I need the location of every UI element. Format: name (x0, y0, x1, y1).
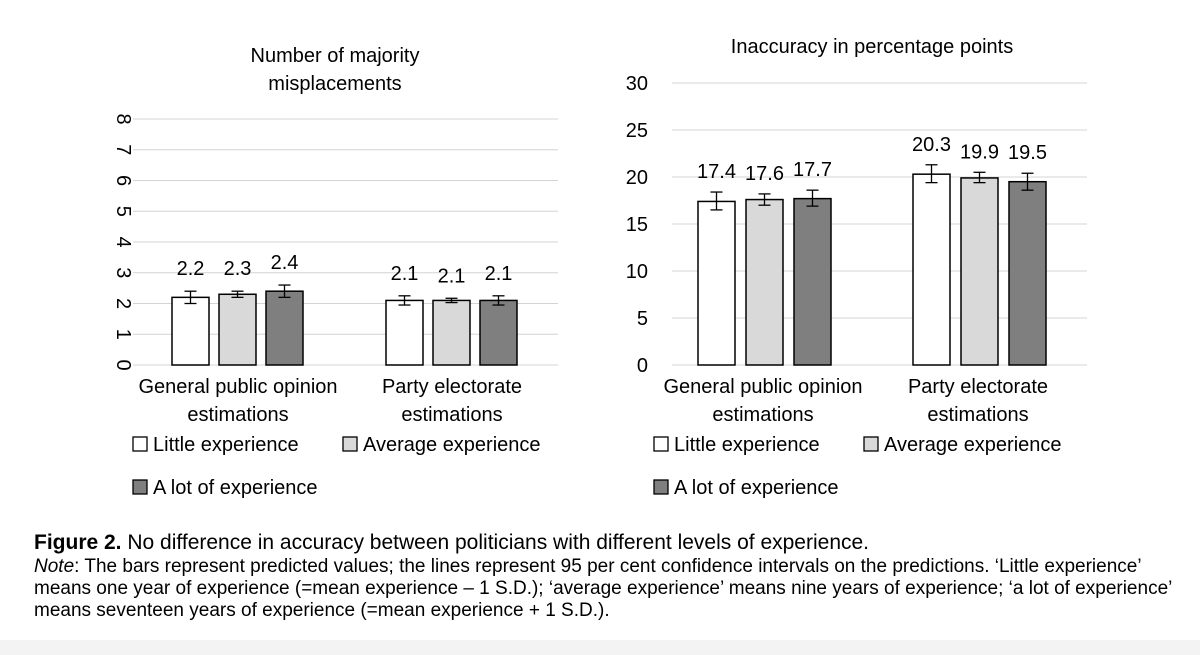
y-tick-label: 6 (112, 175, 134, 186)
bar (697, 200, 736, 366)
y-tick-label: 0 (637, 355, 648, 377)
bar (385, 299, 424, 366)
data-label: 17.7 (793, 159, 832, 181)
y-tick-label: 7 (112, 144, 134, 155)
data-label: 20.3 (912, 134, 951, 156)
data-label: 2.1 (438, 265, 466, 287)
figure-caption: Figure 2. No difference in accuracy betw… (34, 530, 1184, 622)
bar (171, 296, 210, 366)
y-tick-label: 1 (112, 329, 134, 340)
y-tick-label: 5 (112, 206, 134, 217)
bar (745, 198, 784, 366)
x-category-label: Party electorate (908, 376, 1048, 398)
y-tick-label: 10 (626, 261, 648, 283)
caption-title-line: Figure 2. No difference in accuracy betw… (34, 530, 1184, 556)
caption-note: Note: The bars represent predicted value… (34, 556, 1184, 622)
legend-swatch (132, 436, 148, 452)
caption-label: Figure 2. (34, 531, 122, 554)
bar (265, 290, 304, 366)
legend-label: A lot of experience (153, 477, 318, 499)
data-label: 2.2 (177, 258, 205, 280)
legend-swatch (863, 436, 879, 452)
chart-title: Number of majority (251, 45, 420, 67)
y-tick-label: 4 (112, 236, 134, 247)
legend-label: Little experience (674, 434, 820, 456)
y-tick-label: 0 (112, 359, 134, 370)
legend-label: A lot of experience (674, 477, 839, 499)
data-label: 17.6 (745, 163, 784, 185)
legend-swatch (132, 479, 148, 495)
y-tick-label: 8 (112, 113, 134, 124)
x-category-label: General public opinion (138, 376, 337, 398)
data-label: 2.3 (224, 258, 252, 280)
data-label: 17.4 (697, 161, 736, 183)
legend-label: Little experience (153, 434, 299, 456)
bottom-band (0, 640, 1200, 655)
legend-swatch (653, 479, 669, 495)
x-category-label: estimations (927, 404, 1028, 426)
chart-title: misplacements (268, 73, 401, 95)
x-category-label: General public opinion (663, 376, 862, 398)
data-label: 2.1 (391, 263, 419, 285)
legend-label: Average experience (884, 434, 1062, 456)
y-tick-label: 3 (112, 267, 134, 278)
caption-note-text: : The bars represent predicted values; t… (34, 556, 1172, 621)
x-category-label: estimations (187, 404, 288, 426)
y-tick-label: 5 (637, 308, 648, 330)
x-category-label: estimations (401, 404, 502, 426)
y-tick-label: 15 (626, 214, 648, 236)
bar (912, 173, 951, 366)
bar (793, 197, 832, 366)
legend-swatch (653, 436, 669, 452)
y-tick-label: 30 (626, 73, 648, 95)
data-label: 19.9 (960, 141, 999, 163)
bar (1008, 180, 1047, 366)
bar (432, 299, 471, 366)
y-tick-label: 25 (626, 120, 648, 142)
data-label: 2.4 (271, 252, 299, 274)
bar (479, 299, 518, 366)
chart-title: Inaccuracy in percentage points (731, 36, 1013, 58)
legend-label: Average experience (363, 434, 541, 456)
x-category-label: Party electorate (382, 376, 522, 398)
caption-title: No difference in accuracy between politi… (127, 531, 870, 554)
legend-swatch (342, 436, 358, 452)
bar (218, 293, 257, 366)
y-tick-label: 2 (112, 298, 134, 309)
caption-note-label: Note (34, 556, 75, 577)
bar (960, 177, 999, 366)
x-category-label: estimations (712, 404, 813, 426)
data-label: 2.1 (485, 263, 513, 285)
figure-charts: 0 1 2 3 4 5 6 7 8 Number of majority misplacements… (112, 36, 1087, 499)
y-tick-label: 20 (626, 167, 648, 189)
data-label: 19.5 (1008, 142, 1047, 164)
